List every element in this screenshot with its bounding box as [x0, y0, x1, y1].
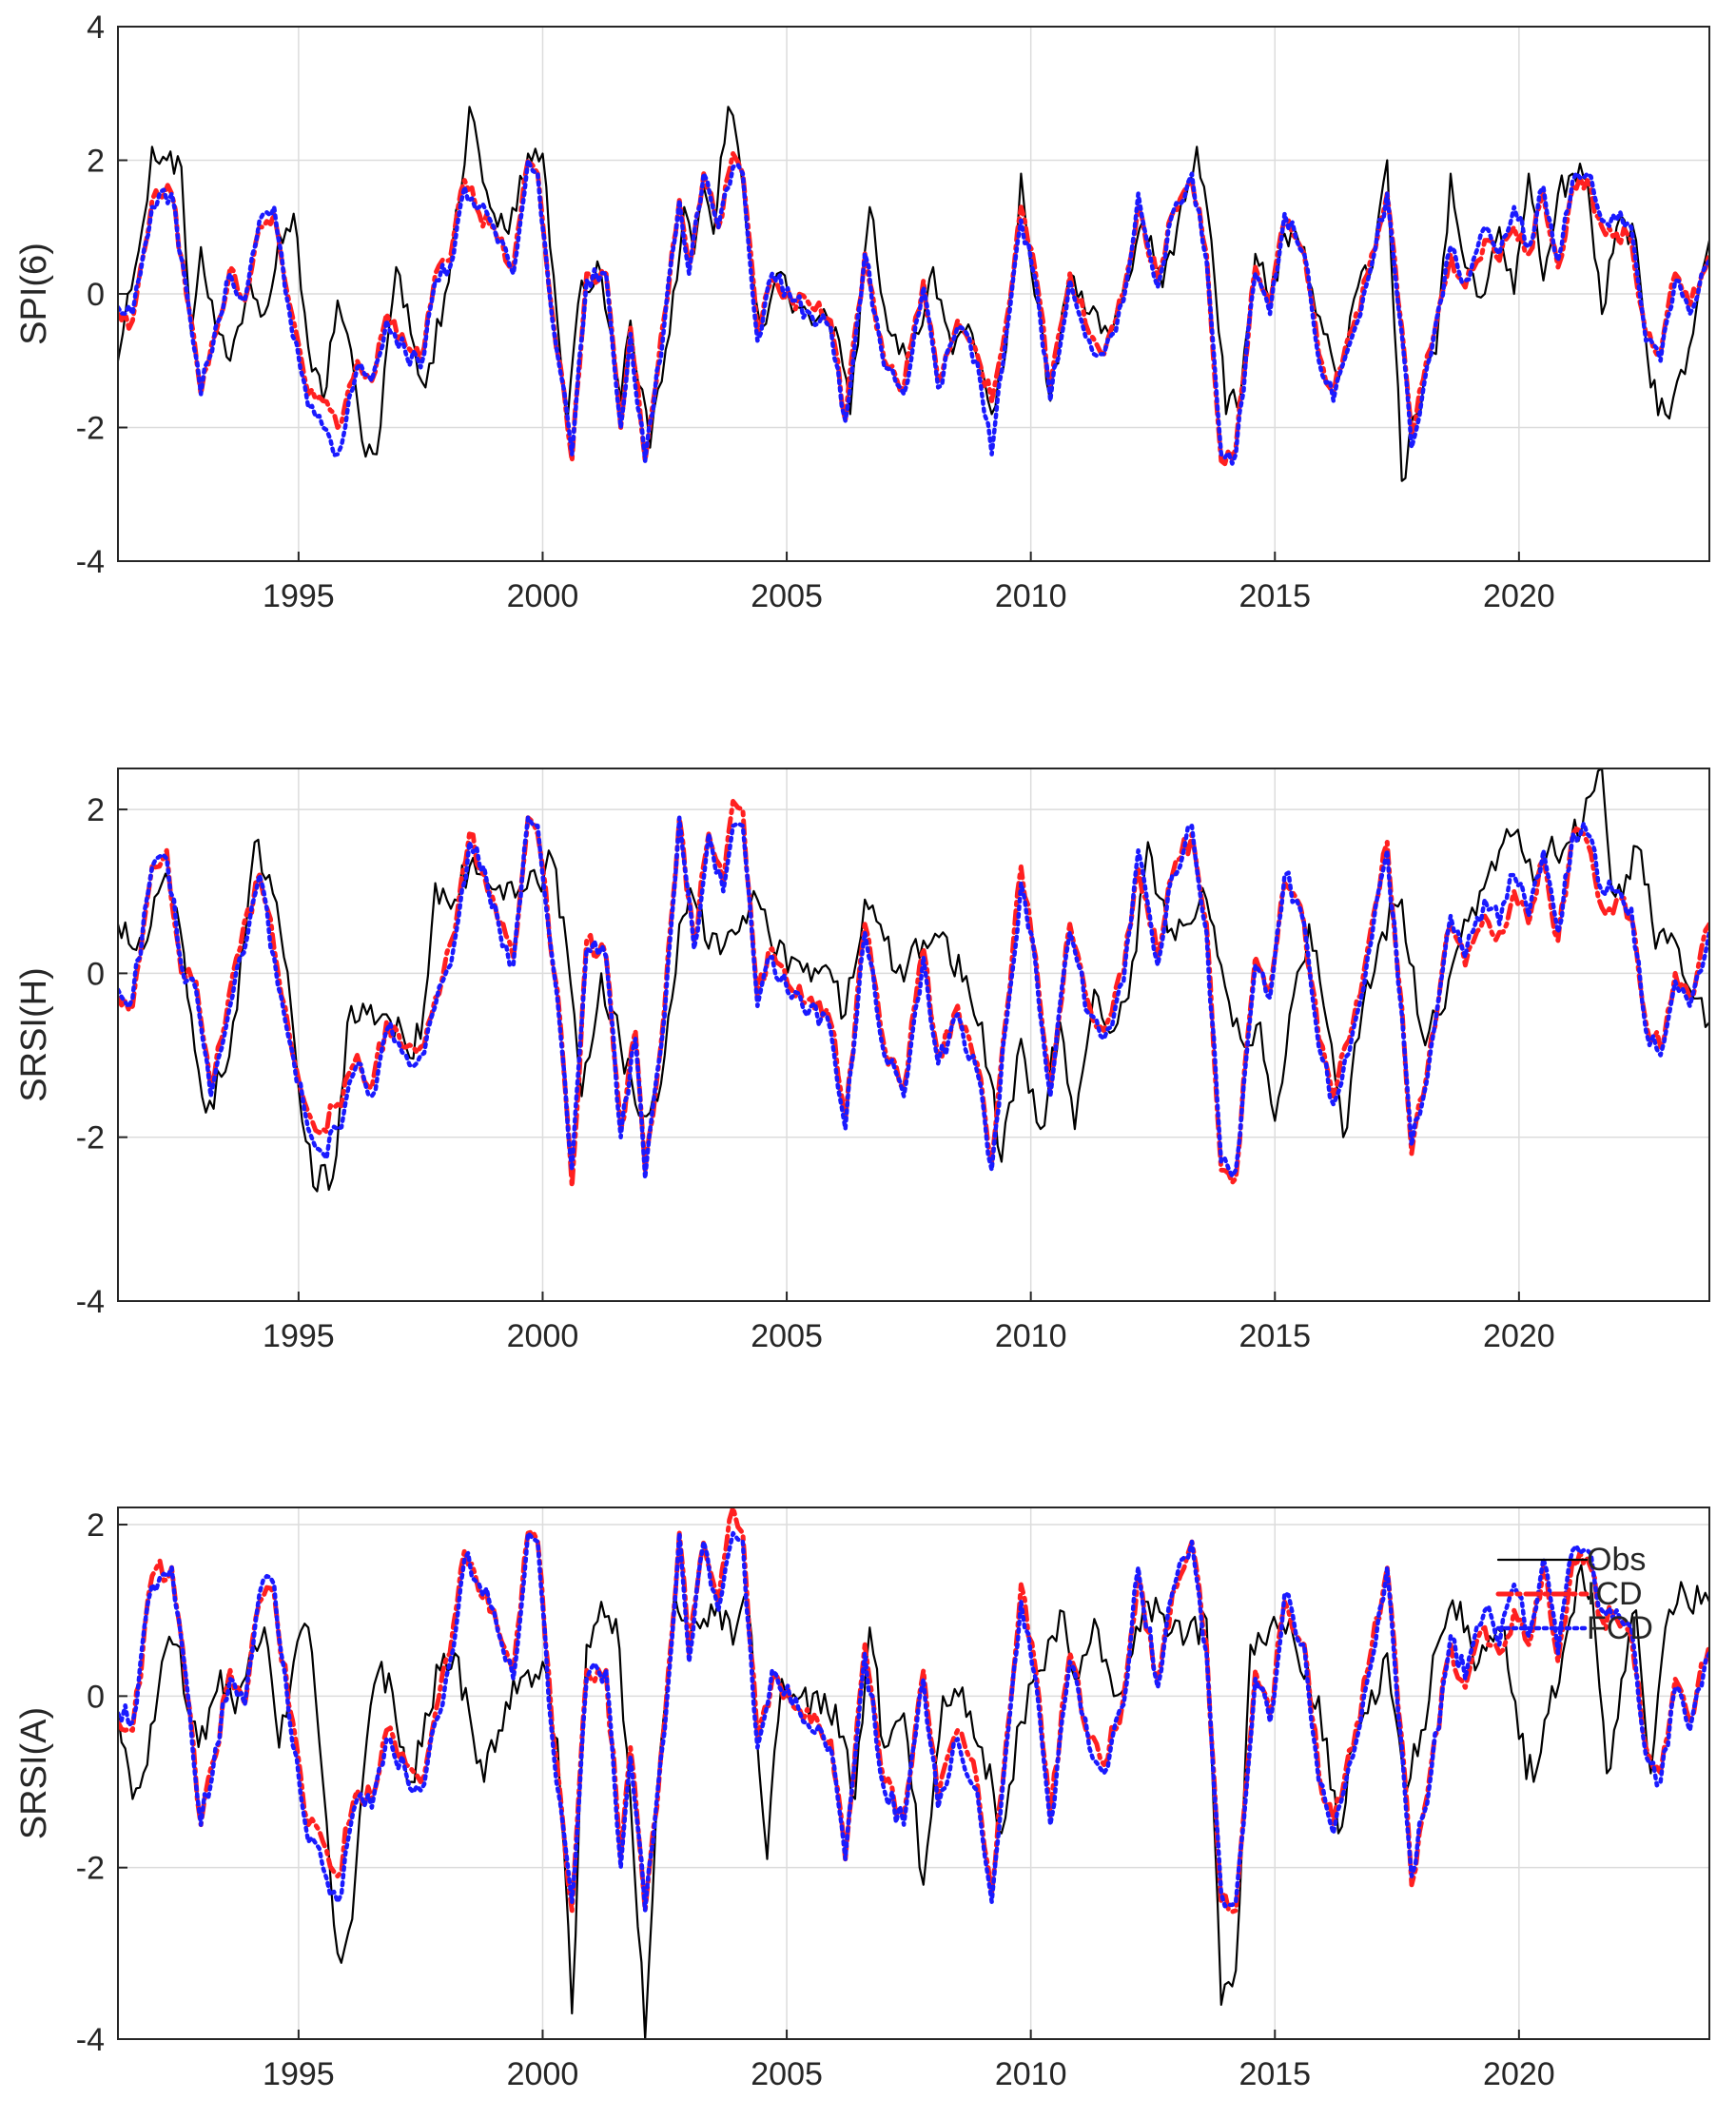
y-tick-label: 0 — [87, 277, 105, 313]
y-tick-label: 0 — [87, 1679, 105, 1715]
x-tick-label: 2020 — [1483, 578, 1555, 614]
x-tick-label: 2005 — [751, 578, 823, 614]
x-tick-label: 2010 — [995, 578, 1067, 614]
y-tick-label: 4 — [87, 10, 105, 46]
x-tick-label: 2000 — [507, 1318, 579, 1354]
axes-frame — [117, 768, 1710, 1302]
axes-frame — [117, 1507, 1710, 2040]
x-tick-label: 2005 — [751, 2056, 823, 2092]
x-tick-label: 1995 — [263, 2056, 335, 2092]
axes-frame — [117, 26, 1710, 562]
y-tick-label: -4 — [76, 1284, 105, 1320]
x-tick-label: 2010 — [995, 2056, 1067, 2092]
plot-area — [118, 1507, 1709, 2039]
legend-label-fcd: FCD — [1587, 1610, 1653, 1646]
series-line-obs — [118, 1564, 1709, 2039]
y-tick-label: 0 — [87, 956, 105, 992]
y-tick-label: 2 — [87, 792, 105, 828]
x-tick-label: 1995 — [263, 578, 335, 614]
y-tick-label: -2 — [76, 1120, 105, 1157]
panel-1: 1995 2000 2005 2010 2015 2020 4 2 0 -2 -4 SPI(6) — [14, 10, 1710, 614]
x-tick-label: 2010 — [995, 1318, 1067, 1354]
y-tick-label: 2 — [87, 1507, 105, 1544]
x-tick-label: 2015 — [1239, 1318, 1311, 1354]
x-tick-label: 2005 — [751, 1318, 823, 1354]
y-tick-label: -2 — [76, 1851, 105, 1887]
x-tick-label: 2000 — [507, 2056, 579, 2092]
y-axis-label: SRSI(H) — [14, 967, 54, 1101]
x-tick-label: 2015 — [1239, 2056, 1311, 2092]
y-axis-label: SRSI(A) — [14, 1707, 54, 1839]
x-tick-label: 1995 — [263, 1318, 335, 1354]
x-tick-label: 2020 — [1483, 1318, 1555, 1354]
x-tick-label: 2015 — [1239, 578, 1311, 614]
series-line-obs — [118, 768, 1709, 1193]
legend-label-icd: ICD — [1587, 1576, 1643, 1612]
y-tick-label: -4 — [76, 2022, 105, 2058]
series-line-fcd — [118, 815, 1709, 1181]
y-tick-label: -4 — [76, 544, 105, 580]
y-axis-label: SPI(6) — [14, 243, 54, 345]
y-tick-label: 2 — [87, 144, 105, 180]
x-tick-label: 2000 — [507, 578, 579, 614]
series-line-fcd — [118, 1530, 1709, 1914]
y-tick-label: -2 — [76, 411, 105, 447]
series-line-fcd — [118, 158, 1709, 466]
x-tick-label: 2020 — [1483, 2056, 1555, 2092]
panel-3: 1995 2000 2005 2010 2015 202020-2-4SRSI(A)Obs… — [14, 1507, 1710, 2092]
legend-label-obs: Obs — [1587, 1542, 1646, 1578]
